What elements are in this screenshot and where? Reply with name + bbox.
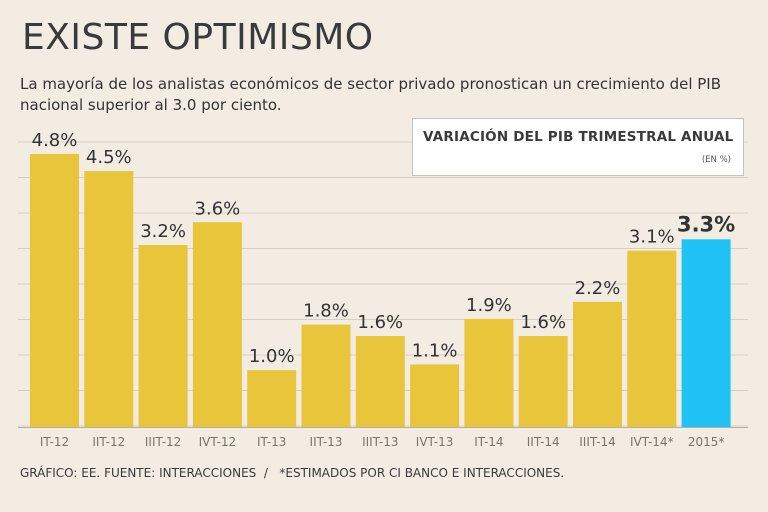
bar-IIIT-13 — [355, 336, 405, 427]
value-label: 1.9% — [466, 295, 512, 316]
x-tick-label: IT-14 — [474, 435, 503, 449]
x-tick-label: IT-13 — [257, 435, 286, 449]
value-label: 2.2% — [575, 278, 621, 299]
bar-2015* — [681, 239, 731, 427]
value-label: 1.1% — [412, 340, 458, 361]
value-label: 1.6% — [520, 312, 566, 333]
bars — [30, 154, 731, 427]
bar-IVT-13 — [410, 364, 460, 427]
bar-IIT-12 — [84, 171, 134, 427]
x-tick-label: IVT-12 — [199, 435, 237, 449]
x-tick-label: IIT-14 — [527, 435, 560, 449]
chart-title: EXISTE OPTIMISMO — [22, 17, 374, 58]
bar-IT-13 — [247, 370, 297, 427]
bar-IIIT-14 — [573, 301, 622, 427]
value-label: 3.1% — [629, 227, 675, 248]
source-footer: GRÁFICO: EE. FUENTE: INTERACCIONES / *ES… — [20, 466, 565, 480]
value-label: 1.0% — [249, 346, 295, 367]
x-tick-labels: IT-12 IIT-12 IIIT-12 IVT-12 IT-13 IIT-13 IIIT-… — [40, 435, 725, 449]
legend-title: VARIACIÓN DEL PIB TRIMESTRAL ANUAL — [423, 129, 734, 145]
legend-unit: (EN %) — [701, 155, 731, 165]
value-label: 1.6% — [357, 312, 403, 333]
value-label: 3.6% — [195, 198, 241, 219]
value-label: 3.2% — [140, 221, 186, 242]
value-label: 4.8% — [32, 130, 78, 151]
value-labels: 4.8% 4.5% 3.2% 3.6% 1.0% 1.8% 1.6% 1.1% 1.9% 1.6%… — [32, 130, 736, 367]
legend-box: VARIACIÓN DEL PIB TRIMESTRAL ANUAL (EN %… — [412, 118, 744, 176]
chart-subtitle: La mayoría de los analistas económicos d… — [20, 75, 722, 114]
x-tick-label: IIIT-12 — [145, 435, 181, 449]
x-tick-label: IIT-13 — [310, 435, 343, 449]
bar-IVT-14* — [627, 250, 677, 427]
bar-IT-14 — [464, 318, 514, 427]
bar-IIT-14 — [518, 336, 568, 427]
value-label: 1.8% — [303, 301, 349, 322]
value-label: 3.3% — [677, 212, 735, 236]
bar-IIT-13 — [301, 324, 351, 427]
value-label: 4.5% — [86, 147, 132, 168]
x-tick-label: IIIT-13 — [362, 435, 398, 449]
x-tick-label: IIIT-14 — [579, 435, 615, 449]
bar-IIIT-12 — [138, 245, 188, 427]
x-tick-label: IVT-13 — [416, 435, 454, 449]
x-tick-label: IIT-12 — [92, 435, 125, 449]
bar-IT-12 — [30, 154, 79, 427]
x-tick-label: IVT-14* — [630, 435, 674, 449]
bar-IVT-12 — [192, 222, 242, 427]
x-tick-label: IT-12 — [40, 435, 69, 449]
x-tick-label: 2015* — [688, 435, 725, 449]
